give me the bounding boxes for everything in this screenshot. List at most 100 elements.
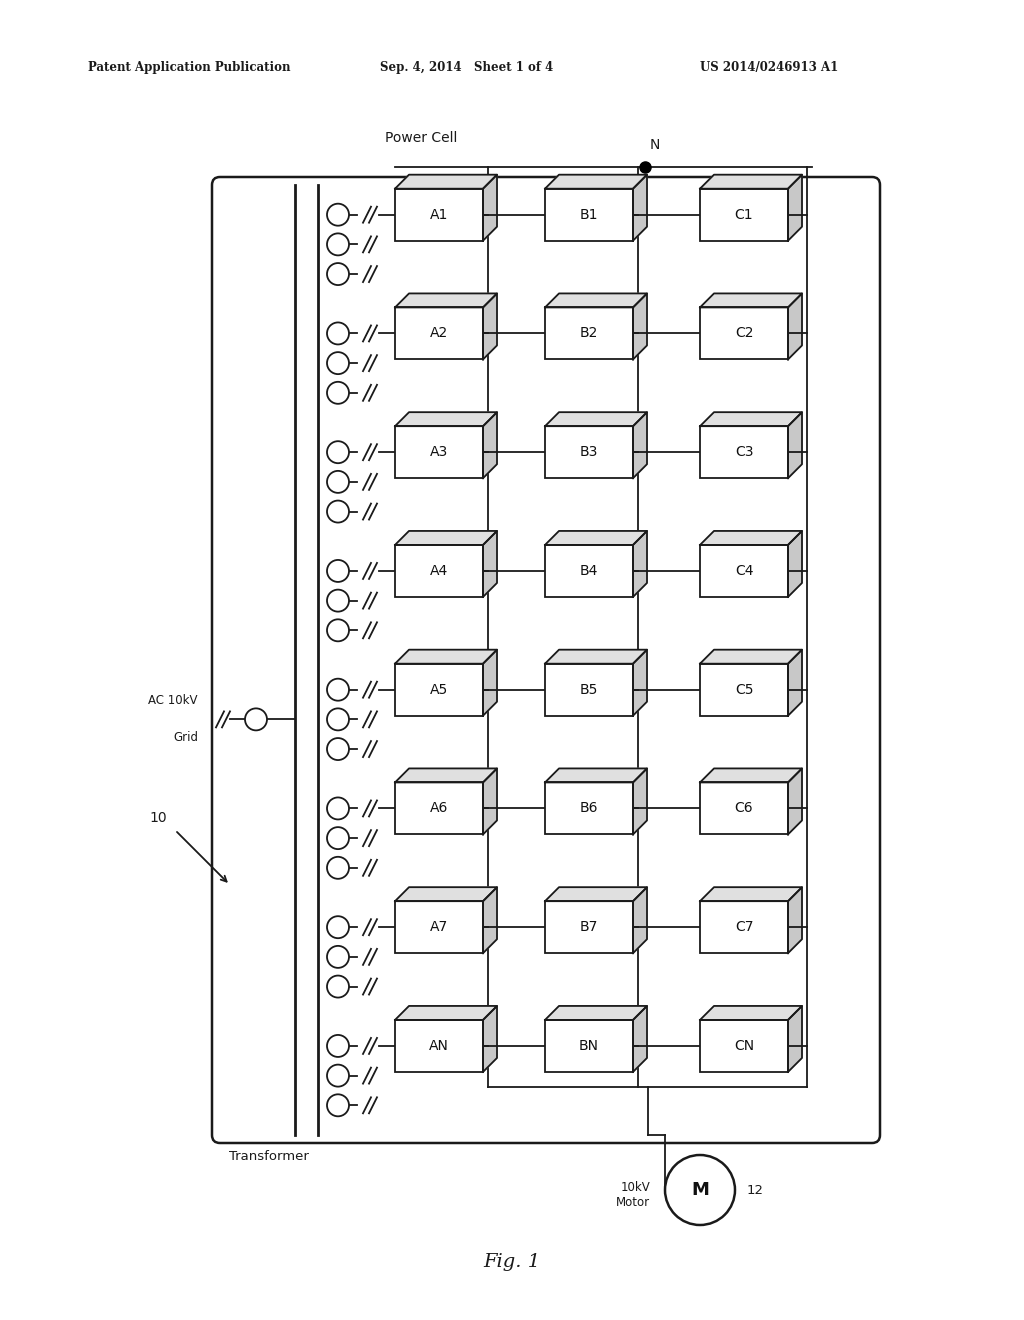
Polygon shape xyxy=(395,293,497,308)
Polygon shape xyxy=(633,768,647,834)
Text: B4: B4 xyxy=(580,564,598,578)
Circle shape xyxy=(327,916,349,939)
Polygon shape xyxy=(700,412,802,426)
Bar xyxy=(700,426,788,478)
Text: N: N xyxy=(650,137,660,152)
Bar xyxy=(395,545,483,597)
Bar xyxy=(395,783,483,834)
Text: A3: A3 xyxy=(430,445,449,459)
Circle shape xyxy=(327,1065,349,1086)
Polygon shape xyxy=(700,293,802,308)
Polygon shape xyxy=(545,1006,647,1020)
Text: C6: C6 xyxy=(734,801,754,816)
Text: C1: C1 xyxy=(734,207,754,222)
Bar xyxy=(545,308,633,359)
Polygon shape xyxy=(700,1006,802,1020)
Text: A7: A7 xyxy=(430,920,449,935)
Polygon shape xyxy=(633,649,647,715)
Text: 10: 10 xyxy=(150,810,167,825)
Polygon shape xyxy=(633,531,647,597)
Polygon shape xyxy=(395,174,497,189)
Text: C4: C4 xyxy=(735,564,754,578)
Circle shape xyxy=(327,263,349,285)
Circle shape xyxy=(327,738,349,760)
Circle shape xyxy=(327,590,349,611)
Circle shape xyxy=(245,709,267,730)
Circle shape xyxy=(327,619,349,642)
Bar xyxy=(700,902,788,953)
Circle shape xyxy=(327,678,349,701)
Circle shape xyxy=(327,203,349,226)
Circle shape xyxy=(327,709,349,730)
Text: AN: AN xyxy=(429,1039,449,1053)
Text: B6: B6 xyxy=(580,801,598,816)
Text: C7: C7 xyxy=(735,920,754,935)
Bar xyxy=(700,189,788,240)
Polygon shape xyxy=(483,887,497,953)
Circle shape xyxy=(327,975,349,998)
Polygon shape xyxy=(545,768,647,783)
Text: B5: B5 xyxy=(580,682,598,697)
Polygon shape xyxy=(788,1006,802,1072)
Text: 12: 12 xyxy=(746,1184,764,1196)
Bar xyxy=(545,902,633,953)
Bar xyxy=(700,783,788,834)
Polygon shape xyxy=(395,768,497,783)
Polygon shape xyxy=(483,1006,497,1072)
Text: B7: B7 xyxy=(580,920,598,935)
Text: M: M xyxy=(691,1181,709,1199)
Polygon shape xyxy=(633,412,647,478)
Polygon shape xyxy=(395,1006,497,1020)
Text: A5: A5 xyxy=(430,682,449,697)
Polygon shape xyxy=(788,531,802,597)
Circle shape xyxy=(327,441,349,463)
Bar xyxy=(395,1020,483,1072)
Bar xyxy=(545,1020,633,1072)
Polygon shape xyxy=(633,887,647,953)
Bar xyxy=(700,545,788,597)
Polygon shape xyxy=(700,649,802,664)
Polygon shape xyxy=(788,174,802,240)
Bar xyxy=(395,902,483,953)
Text: 10kV
Motor: 10kV Motor xyxy=(615,1181,650,1209)
Circle shape xyxy=(327,828,349,849)
Text: Sep. 4, 2014   Sheet 1 of 4: Sep. 4, 2014 Sheet 1 of 4 xyxy=(380,62,553,74)
Bar xyxy=(700,664,788,715)
Text: Fig. 1: Fig. 1 xyxy=(483,1253,541,1271)
Bar xyxy=(545,664,633,715)
Bar xyxy=(545,783,633,834)
Polygon shape xyxy=(700,174,802,189)
Text: Patent Application Publication: Patent Application Publication xyxy=(88,62,291,74)
Text: A2: A2 xyxy=(430,326,449,341)
Text: US 2014/0246913 A1: US 2014/0246913 A1 xyxy=(700,62,839,74)
Text: C2: C2 xyxy=(735,326,754,341)
Polygon shape xyxy=(788,412,802,478)
Circle shape xyxy=(327,352,349,374)
Text: CN: CN xyxy=(734,1039,754,1053)
Text: A4: A4 xyxy=(430,564,449,578)
Polygon shape xyxy=(700,768,802,783)
Circle shape xyxy=(327,857,349,879)
Polygon shape xyxy=(545,293,647,308)
Polygon shape xyxy=(788,293,802,359)
Bar xyxy=(700,1020,788,1072)
Polygon shape xyxy=(395,649,497,664)
Polygon shape xyxy=(545,174,647,189)
Polygon shape xyxy=(545,649,647,664)
Circle shape xyxy=(327,1035,349,1057)
Polygon shape xyxy=(788,887,802,953)
Text: B2: B2 xyxy=(580,326,598,341)
Text: A1: A1 xyxy=(430,207,449,222)
Polygon shape xyxy=(788,768,802,834)
Polygon shape xyxy=(633,293,647,359)
Polygon shape xyxy=(545,412,647,426)
Bar xyxy=(545,426,633,478)
Circle shape xyxy=(327,322,349,345)
Polygon shape xyxy=(483,649,497,715)
Polygon shape xyxy=(395,412,497,426)
Bar xyxy=(545,189,633,240)
Circle shape xyxy=(327,234,349,255)
Polygon shape xyxy=(633,1006,647,1072)
Polygon shape xyxy=(483,768,497,834)
Circle shape xyxy=(327,560,349,582)
